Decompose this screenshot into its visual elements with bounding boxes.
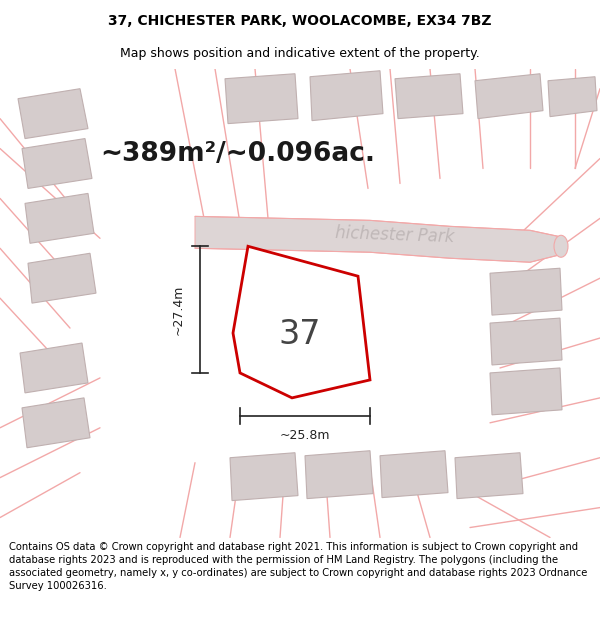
Polygon shape bbox=[475, 74, 543, 119]
Polygon shape bbox=[18, 89, 88, 139]
Polygon shape bbox=[380, 451, 448, 498]
Polygon shape bbox=[305, 451, 373, 499]
Polygon shape bbox=[395, 74, 463, 119]
Text: ~389m²/~0.096ac.: ~389m²/~0.096ac. bbox=[100, 141, 375, 166]
Ellipse shape bbox=[554, 235, 568, 258]
Polygon shape bbox=[548, 77, 597, 117]
Text: ~27.4m: ~27.4m bbox=[172, 284, 185, 335]
Polygon shape bbox=[225, 74, 298, 124]
Polygon shape bbox=[310, 71, 383, 121]
Text: ~25.8m: ~25.8m bbox=[280, 429, 330, 442]
Polygon shape bbox=[490, 268, 562, 315]
Polygon shape bbox=[22, 139, 92, 188]
Polygon shape bbox=[490, 318, 562, 365]
Polygon shape bbox=[233, 246, 370, 398]
Polygon shape bbox=[455, 452, 523, 499]
Text: 37: 37 bbox=[279, 318, 322, 351]
Polygon shape bbox=[490, 368, 562, 415]
Text: Contains OS data © Crown copyright and database right 2021. This information is : Contains OS data © Crown copyright and d… bbox=[9, 542, 587, 591]
Polygon shape bbox=[195, 216, 562, 262]
Polygon shape bbox=[20, 343, 88, 393]
Polygon shape bbox=[22, 398, 90, 448]
Polygon shape bbox=[230, 452, 298, 501]
Text: Map shows position and indicative extent of the property.: Map shows position and indicative extent… bbox=[120, 47, 480, 60]
Text: hichester Park: hichester Park bbox=[335, 224, 455, 246]
Text: 37, CHICHESTER PARK, WOOLACOMBE, EX34 7BZ: 37, CHICHESTER PARK, WOOLACOMBE, EX34 7B… bbox=[108, 14, 492, 28]
Polygon shape bbox=[25, 193, 94, 243]
Polygon shape bbox=[28, 253, 96, 303]
